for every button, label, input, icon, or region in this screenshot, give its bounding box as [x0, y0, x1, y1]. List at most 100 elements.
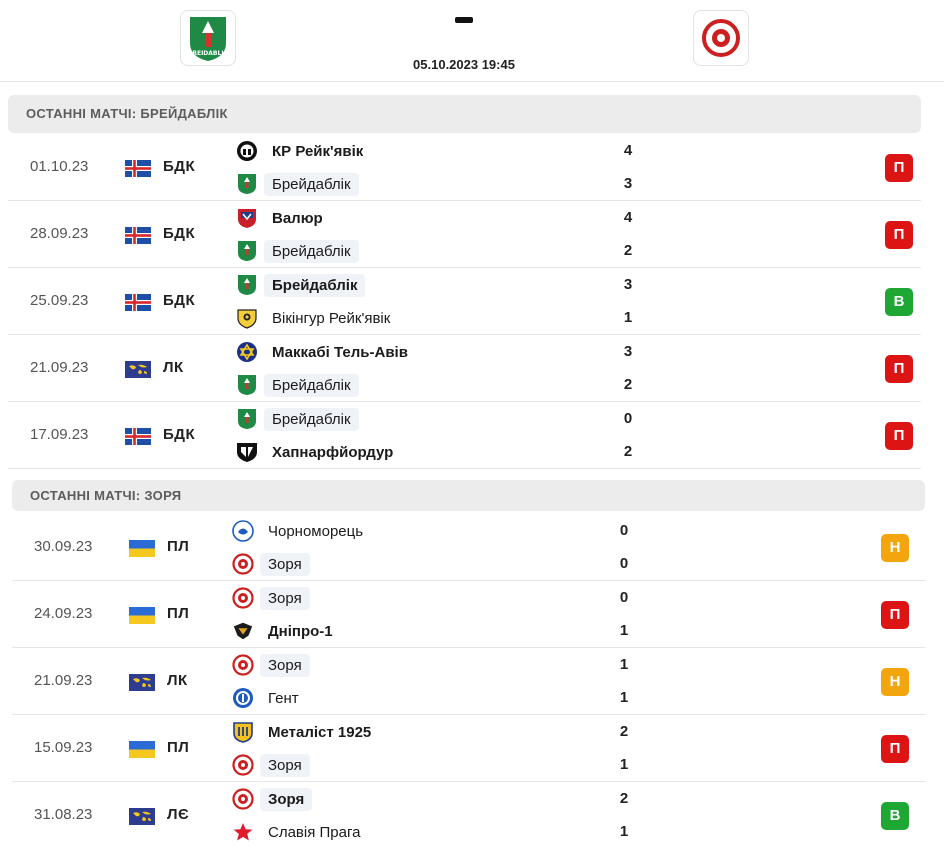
- away-team[interactable]: Зоря: [232, 552, 310, 576]
- breidablik-crest-icon: [238, 174, 256, 194]
- zorya-crest-icon: [232, 587, 254, 609]
- match-row[interactable]: 28.09.23 БДК Валюр Брейдаблік 4 2 П: [8, 201, 921, 268]
- result-badge: П: [881, 601, 909, 629]
- away-team-crest: [236, 173, 258, 195]
- away-team[interactable]: Славія Прага: [232, 820, 368, 844]
- home-team[interactable]: КР Рейк'явік: [236, 139, 371, 163]
- home-team-name: Валюр: [272, 209, 323, 227]
- away-team[interactable]: Брейдаблік: [236, 172, 359, 196]
- kr-crest-icon: [237, 141, 257, 161]
- match-row[interactable]: 24.09.23 ПЛ Зоря Дніпро-1 0 1 П: [12, 581, 925, 648]
- home-team-name: Маккабі Тель-Авів: [272, 343, 408, 361]
- competition-label: ПЛ: [167, 739, 190, 756]
- home-team-name: Зоря: [260, 653, 310, 677]
- away-team[interactable]: Гент: [232, 686, 307, 710]
- section-title: Останні матчі: Брейдаблік: [8, 95, 921, 133]
- world-flag-icon: [129, 808, 155, 825]
- match-row[interactable]: 21.09.23 ЛК Зоря Гент 1 1 Н: [12, 648, 925, 715]
- home-team-crest: [236, 140, 258, 162]
- away-team[interactable]: Брейдаблік: [236, 239, 359, 263]
- home-score: 3: [623, 343, 633, 360]
- iceland-flag-icon: [125, 160, 151, 177]
- away-team-crest: [232, 553, 254, 575]
- away-score: 3: [623, 175, 633, 192]
- match-row[interactable]: 17.09.23 БДК Брейдаблік Хапнарфйордур 0 2 П: [8, 402, 921, 469]
- home-score: 0: [623, 410, 633, 427]
- svg-text:BREIDABLIK: BREIDABLIK: [188, 50, 229, 57]
- iceland-flag-icon: [125, 294, 151, 311]
- match-row[interactable]: 01.10.23 БДК КР Рейк'явік Брейдаблік 4 3 П: [8, 134, 921, 201]
- home-team-name: Зоря: [260, 586, 310, 610]
- home-team[interactable]: Чорноморець: [232, 519, 371, 543]
- away-team[interactable]: Зоря: [232, 753, 310, 777]
- home-team[interactable]: Зоря: [232, 653, 310, 677]
- match-date: 15.09.23: [34, 739, 93, 756]
- home-team-crest: [232, 721, 254, 743]
- zorya-crest-icon: [232, 754, 254, 776]
- away-team-name: Гент: [268, 689, 299, 707]
- iceland-flag-icon: [125, 227, 151, 244]
- world-flag-icon: [125, 361, 151, 378]
- home-team-crest: [236, 207, 258, 229]
- match-header: BREIDABLIK 05.10.2023 19:45: [0, 0, 944, 82]
- match-datetime: 05.10.2023 19:45: [413, 57, 515, 72]
- away-team[interactable]: Вікінгур Рейк'явік: [236, 306, 398, 330]
- gent-crest-icon: [233, 688, 253, 708]
- home-team[interactable]: Металіст 1925: [232, 720, 379, 744]
- home-team[interactable]: Валюр: [236, 206, 331, 230]
- result-badge: В: [881, 802, 909, 830]
- result-badge: П: [881, 735, 909, 763]
- world-flag-icon: [129, 674, 155, 691]
- away-team[interactable]: Дніпро-1: [232, 619, 341, 643]
- zorya-logo[interactable]: [693, 10, 749, 66]
- match-row[interactable]: 15.09.23 ПЛ Металіст 1925 Зоря 2 1 П: [12, 715, 925, 782]
- home-team-name: Металіст 1925: [268, 723, 372, 741]
- zorya-recent-matches: Останні матчі: Зоря 30.09.23 ПЛ Чорноморець…: [12, 480, 925, 841]
- away-score: 1: [619, 823, 629, 840]
- match-row[interactable]: 25.09.23 БДК Брейдаблік Вікінгур Рейк'явік 3…: [8, 268, 921, 335]
- home-team-crest: [232, 520, 254, 542]
- home-team[interactable]: Брейдаблік: [236, 273, 366, 297]
- match-row[interactable]: 30.09.23 ПЛ Чорноморець Зоря 0 0 Н: [12, 514, 925, 581]
- home-score: 2: [619, 790, 629, 807]
- dnipro-crest-icon: [233, 622, 253, 640]
- result-badge: Н: [881, 534, 909, 562]
- breidablik-logo[interactable]: BREIDABLIK: [180, 10, 236, 66]
- home-team[interactable]: Зоря: [232, 586, 310, 610]
- competition-label: БДК: [163, 292, 196, 309]
- zorya-crest-icon: [232, 654, 254, 676]
- home-team-crest: [232, 654, 254, 676]
- home-team-name: КР Рейк'явік: [272, 142, 364, 160]
- competition-label: ЛК: [167, 672, 188, 689]
- competition-label: ЛК: [163, 359, 184, 376]
- home-team[interactable]: Маккабі Тель-Авів: [236, 340, 416, 364]
- valur-crest-icon: [238, 209, 256, 228]
- ukraine-flag-icon: [129, 607, 155, 624]
- match-row[interactable]: 31.08.23 ЛЄ Зоря Славія Прага 2 1 В: [12, 782, 925, 848]
- home-team-name: Брейдаблік: [264, 407, 359, 431]
- result-badge: Н: [881, 668, 909, 696]
- away-score: 1: [619, 622, 629, 639]
- match-row[interactable]: 21.09.23 ЛК Маккабі Тель-Авів Брейдаблік 3 2 П: [8, 335, 921, 402]
- away-team[interactable]: Хапнарфйордур: [236, 440, 401, 464]
- home-team[interactable]: Зоря: [232, 787, 313, 811]
- breidablik-crest-icon: [238, 275, 256, 295]
- away-team-crest: [232, 687, 254, 709]
- home-team-name: Зоря: [260, 787, 313, 811]
- home-score: 4: [623, 142, 633, 159]
- score-separator: [455, 17, 473, 23]
- away-score: 2: [623, 443, 633, 460]
- away-team-crest: [236, 374, 258, 396]
- breidablik-recent-matches: Останні матчі: Брейдаблік 01.10.23 БДК КР Р…: [8, 95, 921, 469]
- away-team-crest: [232, 821, 254, 843]
- match-date: 21.09.23: [34, 672, 93, 689]
- match-date: 21.09.23: [30, 359, 89, 376]
- home-team[interactable]: Брейдаблік: [236, 407, 359, 431]
- result-badge: П: [885, 355, 913, 383]
- home-team-crest: [236, 341, 258, 363]
- home-team-name: Чорноморець: [268, 522, 364, 540]
- away-team-name: Зоря: [260, 552, 310, 576]
- away-score: 1: [619, 689, 629, 706]
- away-team[interactable]: Брейдаблік: [236, 373, 359, 397]
- away-team-crest: [232, 620, 254, 642]
